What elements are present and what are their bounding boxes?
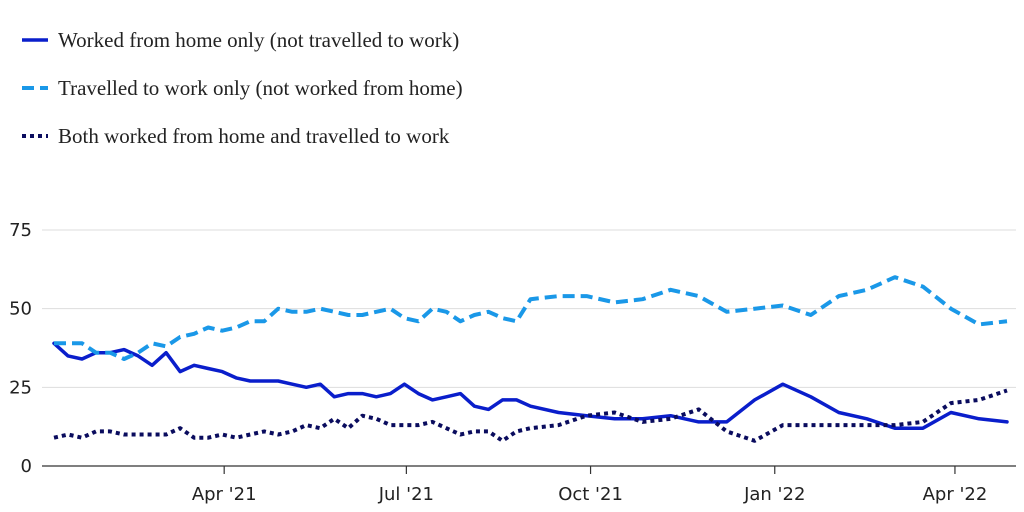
x-tick-label-2: Jul '21	[378, 484, 434, 505]
series-line-2	[54, 275, 1008, 361]
series-layer	[52, 275, 1009, 443]
legend-label-3: Both worked from home and travelled to w…	[58, 124, 450, 148]
y-tick-label-50: 50	[9, 299, 32, 320]
y-tick-label-25: 25	[9, 377, 32, 398]
legend: Worked from home only (not travelled to …	[22, 28, 463, 148]
x-tick-label-1: Apr '21	[192, 484, 257, 505]
legend-label-1: Worked from home only (not travelled to …	[58, 28, 459, 52]
axes: Apr '21 Jul '21 Oct '21 Jan '22 Apr '22	[42, 465, 1016, 505]
x-tick-label-3: Oct '21	[558, 484, 623, 505]
series-line-3	[53, 388, 1008, 443]
legend-label-2: Travelled to work only (not worked from …	[58, 76, 463, 100]
y-tick-label-0: 0	[21, 456, 32, 477]
gridlines: 0 25 50 75	[9, 220, 1016, 477]
x-tick-label-5: Apr '22	[923, 484, 988, 505]
series-line-1	[52, 341, 1009, 430]
x-tick-label-4: Jan '22	[743, 484, 805, 505]
y-tick-label-75: 75	[9, 220, 32, 241]
